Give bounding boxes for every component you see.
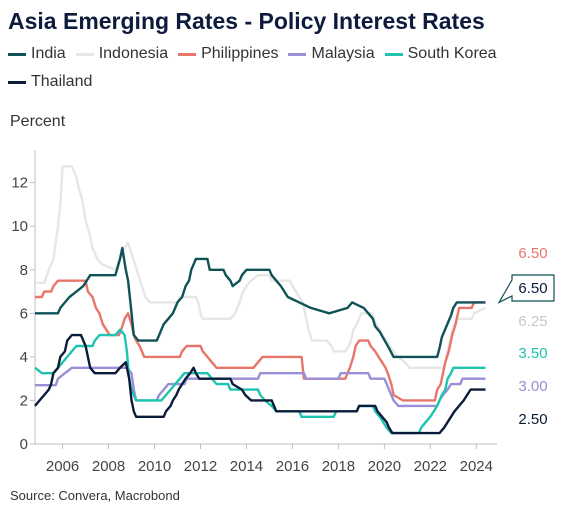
series-line-south-korea [34,328,486,435]
chart-title: Asia Emerging Rates - Policy Interest Ra… [8,8,485,34]
y-tick-label: 2 [20,392,28,409]
series-line-india [35,246,486,359]
series-line-philippines [35,279,486,402]
x-tick-label: 2018 [322,458,355,475]
legend-item-malaysia: Malaysia [288,44,375,64]
x-tick-label: 2008 [92,458,125,475]
series-line-indonesia [35,165,487,369]
x-tick-label: 2012 [184,458,217,475]
legend-label: Indonesia [98,45,169,62]
end-value-label-malaysia: 3.00 [518,378,547,395]
legend-swatch-india [8,52,26,56]
source-note: Source: Convera, Macrobond [10,488,180,503]
x-tick-label: 2016 [276,458,309,475]
y-tick-label: 10 [11,218,28,235]
x-tick-label: 2022 [414,458,447,475]
x-tick-label: 2020 [368,458,401,475]
y-tick-label: 0 [20,436,28,453]
x-tick-label: 2006 [46,458,79,475]
legend-swatch-indonesia [75,52,94,56]
legend-swatch-south-korea [384,52,403,56]
chart-legend: India Indonesia Philippines Malaysia South K… [8,44,548,92]
legend-item-thailand: Thailand [8,72,92,92]
y-tick-label: 6 [20,305,28,322]
y-tick-label: 12 [11,175,28,192]
legend-swatch-thailand [8,80,26,84]
x-tick-label: 2024 [460,458,493,475]
legend-swatch-philippines [178,52,197,56]
legend-label: Thailand [31,73,93,90]
legend-swatch-malaysia [288,52,307,56]
legend-label: India [31,45,66,62]
end-value-label-thailand: 2.50 [518,411,547,428]
legend-item-philippines: Philippines [178,44,278,64]
legend-item-indonesia: Indonesia [75,44,169,64]
legend-label: Malaysia [311,45,375,62]
end-value-callout-india [497,274,555,304]
legend-item-india: India [8,44,66,64]
x-tick-label: 2010 [138,458,171,475]
end-value-label-india: 6.50 [518,280,547,297]
end-value-label-philippines: 6.50 [518,245,547,262]
series-line-thailand [34,333,486,435]
end-value-label-south-korea: 3.50 [518,345,547,362]
y-axis-label: Percent [10,113,66,130]
legend-label: Philippines [201,45,279,62]
legend-label: South Korea [407,45,497,62]
legend-item-south-korea: South Korea [384,44,497,64]
y-tick-label: 8 [20,262,28,279]
x-tick-label: 2014 [230,458,263,475]
end-value-label-indonesia: 6.25 [518,313,547,330]
y-tick-label: 4 [20,349,28,366]
